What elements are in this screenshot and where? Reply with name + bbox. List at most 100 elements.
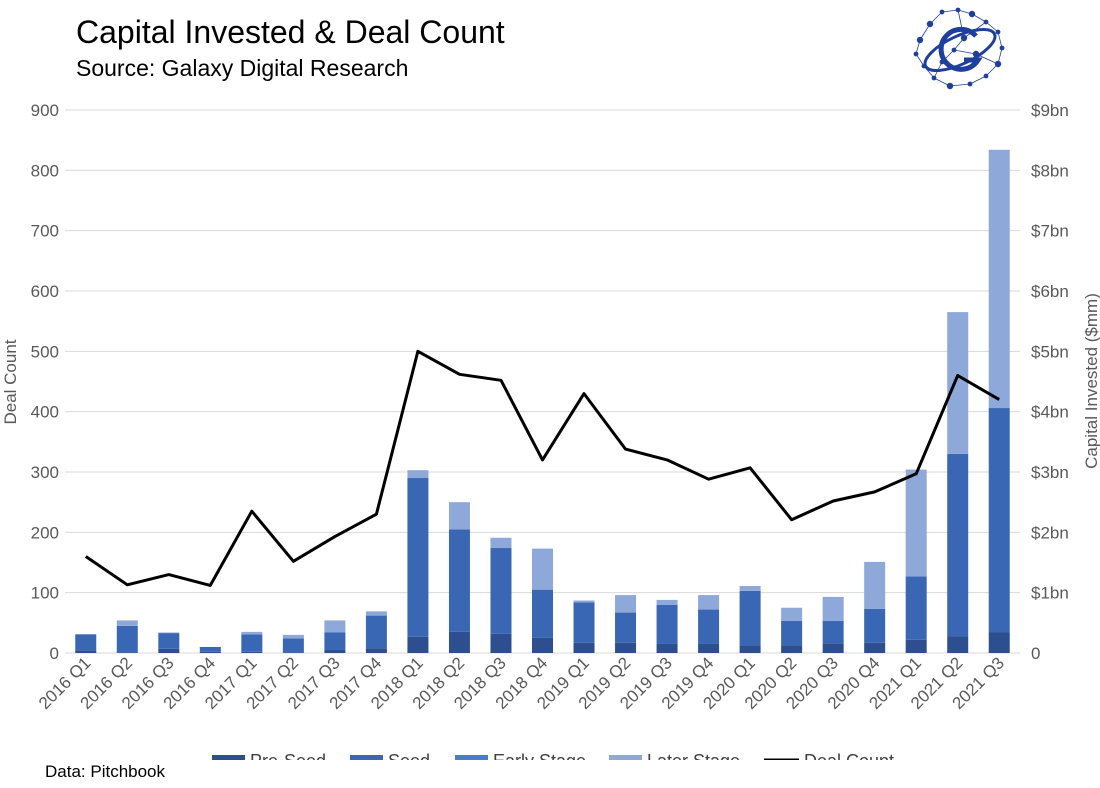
bar-pre-seed <box>781 645 803 653</box>
y-tick-label-left: 700 <box>31 222 59 241</box>
y-tick-label-left: 900 <box>31 101 59 120</box>
y-tick-label-right: $7bn <box>1031 222 1069 241</box>
y-tick-label-left: 200 <box>31 523 59 542</box>
logo-letter-g <box>938 26 983 72</box>
logo-node <box>967 81 973 87</box>
logo-node <box>994 60 1002 68</box>
bar-later-stage <box>324 620 346 633</box>
bar-pre-seed <box>905 639 927 653</box>
legend-swatch-later-stage <box>609 755 642 760</box>
bar-later-stage <box>905 469 927 577</box>
y-tick-label-right: 0 <box>1031 644 1040 663</box>
y-tick-label-right: $5bn <box>1031 342 1069 361</box>
y-tick-label-left: 0 <box>50 644 59 663</box>
bar-pre-seed <box>448 631 470 653</box>
logo-node <box>955 7 961 13</box>
bar-later-stage <box>365 611 387 616</box>
y-tick-label-right: $6bn <box>1031 282 1069 301</box>
bar-pre-seed <box>947 636 969 653</box>
bar-pre-seed <box>407 636 429 653</box>
logo-node <box>931 75 937 81</box>
bar-later-stage <box>573 600 595 603</box>
bar-pre-seed <box>822 643 844 653</box>
bar-later-stage <box>532 548 553 590</box>
y-tick-label-left: 500 <box>31 342 59 361</box>
logo-node <box>926 20 934 28</box>
bar-seed <box>822 621 844 644</box>
bar-later-stage <box>988 149 1010 409</box>
bar-seed <box>698 609 720 644</box>
bar-later-stage <box>656 599 678 605</box>
bar-later-stage <box>282 634 304 639</box>
y-tick-label-right: $8bn <box>1031 161 1069 180</box>
chart-area: 0 100 200 300 400 500 600 700 800 900 0 $1bn $2bn $3b… <box>1 101 1100 760</box>
y-tick-label-left: 300 <box>31 463 59 482</box>
bar-later-stage <box>407 470 429 479</box>
bar-seed <box>448 529 470 632</box>
bar-seed <box>282 638 304 653</box>
bar-pre-seed <box>241 651 263 653</box>
bar-later-stage <box>116 620 138 626</box>
y-tick-label-left: 100 <box>31 584 59 603</box>
logo-node <box>999 45 1005 51</box>
bar-pre-seed <box>490 633 512 653</box>
legend-swatch-pre-seed <box>212 755 245 760</box>
bar-later-stage <box>490 537 512 549</box>
bar-later-stage <box>615 595 637 613</box>
bar-seed <box>739 590 761 646</box>
bar-seed <box>365 615 387 649</box>
bar-pre-seed <box>199 651 221 653</box>
bar-seed <box>532 589 553 638</box>
y-tick-label-right: $9bn <box>1031 101 1069 120</box>
logo-node <box>960 34 968 42</box>
bar-pre-seed <box>282 652 304 653</box>
logo-node <box>939 9 945 15</box>
logo-node <box>995 29 1001 35</box>
logo-link <box>949 83 971 87</box>
bar-seed <box>947 453 969 637</box>
bar-pre-seed <box>656 643 678 653</box>
logo-link <box>985 21 999 33</box>
logo-orbit <box>923 28 997 72</box>
legend-label: Seed <box>388 751 430 760</box>
bar-later-stage <box>781 607 803 622</box>
bar-later-stage <box>241 631 263 635</box>
legend-label: Deal Count <box>804 751 894 760</box>
legend-label: Early Stage <box>493 751 586 760</box>
chart-title: Capital Invested & Deal Count <box>76 14 505 50</box>
bar-later-stage <box>739 586 761 591</box>
bar-seed <box>656 604 678 644</box>
logo-node <box>946 82 954 90</box>
bar-pre-seed <box>75 650 97 653</box>
logo-node <box>913 51 919 57</box>
galaxy-network-logo-icon <box>913 7 1005 90</box>
source-note: Data: Pitchbook <box>45 762 166 781</box>
logo-link <box>953 49 977 55</box>
bar-pre-seed <box>988 632 1010 653</box>
y-tick-label-left: 600 <box>31 282 59 301</box>
y-axis-title-right: Capital Invested ($mm) <box>1082 293 1100 469</box>
y-tick-label-left: 400 <box>31 403 59 422</box>
y-tick-label-left: 800 <box>31 161 59 180</box>
bar-seed <box>158 633 180 649</box>
bar-pre-seed <box>324 649 346 653</box>
bar-seed <box>199 646 221 652</box>
bar-seed <box>407 478 429 637</box>
bar-later-stage <box>822 596 844 622</box>
y-tick-label-right: $4bn <box>1031 403 1069 422</box>
legend-label: Later Stage <box>647 751 740 760</box>
logo-link <box>915 53 925 67</box>
logo-link <box>941 9 959 13</box>
bar-seed <box>116 625 138 653</box>
y-tick-label-right: $2bn <box>1031 523 1069 542</box>
bar-later-stage <box>698 595 720 610</box>
bar-seed <box>241 634 263 652</box>
legend-label: Pre-Seed <box>250 751 326 760</box>
logo-node <box>968 10 976 18</box>
bar-pre-seed <box>158 648 180 653</box>
deal-count-line <box>84 349 1000 587</box>
bar-seed <box>905 576 927 640</box>
legend-swatch-early-stage <box>455 755 488 760</box>
logo-node <box>983 19 989 25</box>
bar-seed <box>615 612 637 643</box>
